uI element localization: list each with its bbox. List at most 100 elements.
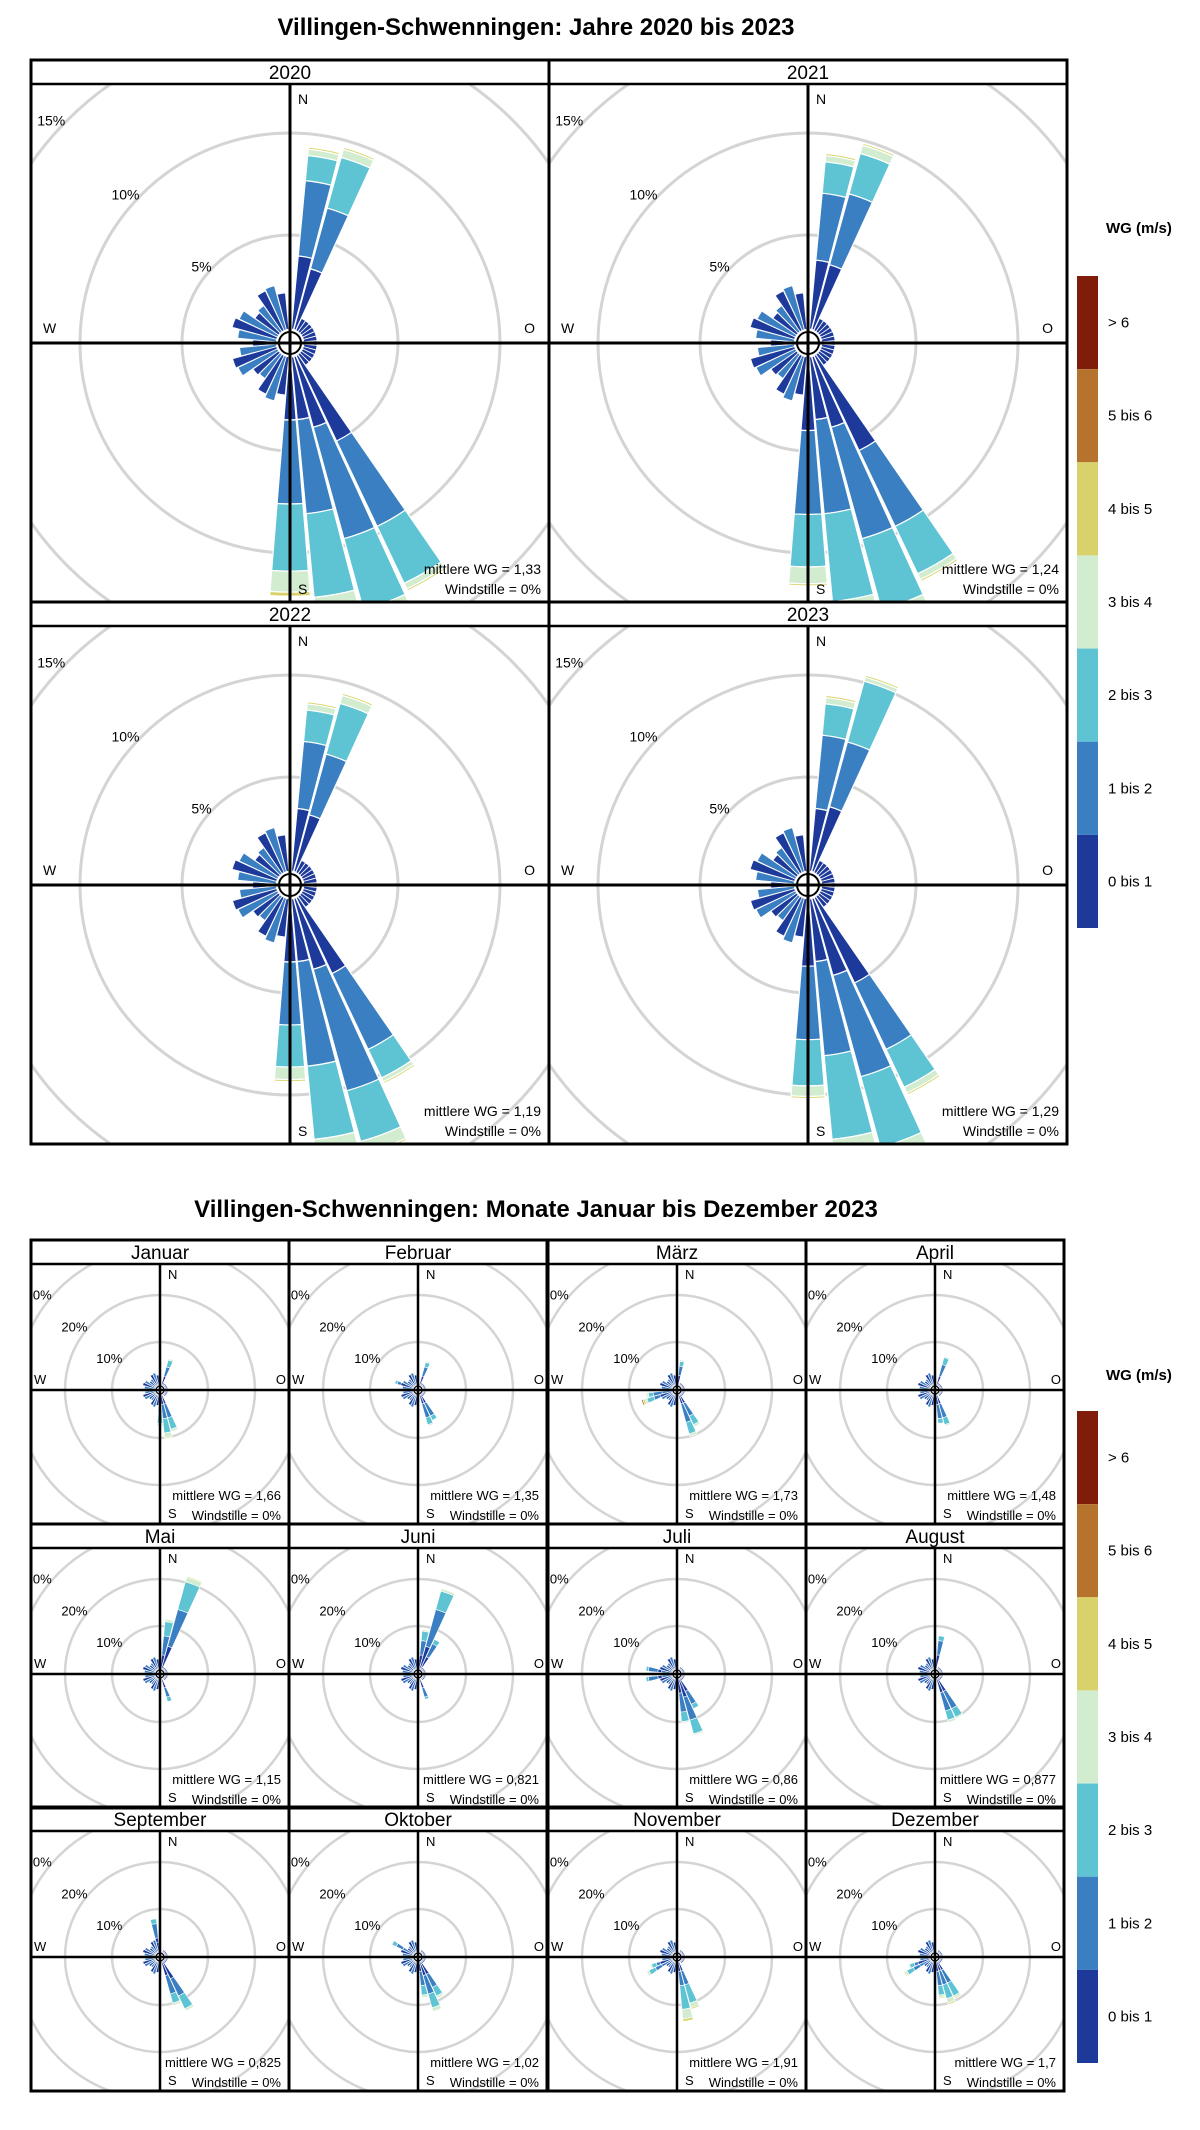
ring-label: 30% (543, 1287, 569, 1302)
petal-segment (254, 312, 281, 336)
petal-segment (817, 350, 831, 363)
petal-segment (400, 1382, 414, 1390)
panel-frame (804, 1805, 1066, 2093)
petal-segment (782, 827, 805, 873)
petal-segment (919, 1947, 932, 1956)
dir-label-o: O (793, 1939, 803, 1954)
dir-label-s: S (426, 2073, 435, 2088)
petal-segment (954, 1994, 962, 2000)
petal-segment (693, 1421, 701, 1428)
petal-segment (819, 348, 833, 359)
petal-segment (755, 871, 795, 885)
petal-segment (887, 1155, 934, 1175)
dir-label-w: W (809, 1939, 822, 1954)
panel-label: April (916, 1243, 954, 1264)
petal-segment (821, 877, 836, 885)
petal-segment (264, 827, 287, 873)
dir-label-w: W (34, 1656, 47, 1671)
petal-segment (257, 847, 283, 876)
ring-label: 15% (555, 112, 583, 128)
petal-segment (149, 1918, 158, 1925)
calm-text: Windstille = 0% (709, 1508, 799, 1523)
petal-segment (749, 317, 796, 340)
petal-segment (400, 1390, 414, 1398)
petal-segment (299, 350, 313, 363)
petal-segment (421, 1993, 429, 1998)
ring-label: 10% (96, 1918, 122, 1933)
legend-label: 3 bis 4 (1108, 594, 1152, 611)
panel-label: Mai (145, 1527, 176, 1548)
ring-label: 20% (836, 1886, 862, 1901)
petal-segment (394, 1379, 399, 1385)
petal-segment (757, 343, 795, 357)
petal-segment (937, 1635, 946, 1642)
petal-segment (679, 1677, 684, 1682)
petal-segment (649, 1963, 654, 1970)
petal-segment (297, 352, 310, 366)
ring-label: 10% (613, 1351, 639, 1366)
petal-segment (903, 1971, 908, 1978)
petal-segment (679, 1359, 685, 1363)
petal-segment (432, 1638, 441, 1647)
dir-label-w: W (551, 1939, 564, 1954)
ring-label: 15% (555, 654, 583, 670)
ring-label: 30% (543, 1571, 569, 1586)
petal-segment (678, 1365, 684, 1377)
petal-segment (232, 888, 278, 911)
ring-label: 10% (871, 1351, 897, 1366)
petal-segment (400, 1674, 414, 1682)
petal-segment (907, 1963, 912, 1970)
petal-segment (919, 557, 959, 583)
panel-label: September (114, 1810, 208, 1831)
mean-speed-text: mittlere WG = 1,29 (942, 1103, 1059, 1119)
ring-label: 10% (354, 1635, 380, 1650)
petal-segment (819, 869, 833, 880)
legend-swatch (1077, 1504, 1098, 1598)
ring-label: 5% (709, 259, 729, 275)
petal-segment (666, 1960, 676, 1973)
petal-segment (162, 1393, 167, 1398)
petal-segment (669, 1372, 677, 1386)
dir-label-s: S (943, 1790, 952, 1805)
legend-swatch (1077, 1969, 1098, 2063)
dir-label-s: S (426, 1790, 435, 1805)
petal-segment (815, 894, 828, 908)
chart-title-yearly: Villingen-Schwenningen: Jahre 2020 bis 2… (277, 14, 795, 41)
petal-segment (938, 1996, 946, 1999)
legend-label: > 6 (1108, 1450, 1129, 1467)
petal-segment (420, 1960, 425, 1965)
dir-label-n: N (426, 1551, 435, 1566)
legend-label: 1 bis 2 (1108, 1915, 1152, 1932)
petal-segment (937, 1677, 942, 1682)
petal-segment (313, 589, 359, 602)
petal-segment (927, 1394, 935, 1408)
legend-label: 0 bis 1 (1108, 2008, 1152, 2025)
petal-segment (669, 1394, 677, 1408)
legend-swatch (1077, 1597, 1098, 1691)
petal-segment (944, 1422, 951, 1427)
petal-segment (782, 897, 805, 943)
ring-label: 30% (284, 1287, 310, 1302)
legend-label: 0 bis 1 (1108, 873, 1152, 890)
panel-label: Juni (401, 1527, 436, 1548)
petal-segment (917, 1674, 931, 1682)
petal-segment (661, 1380, 674, 1389)
mean-speed-text: mittlere WG = 1,35 (430, 1488, 539, 1503)
legend-swatch (1077, 834, 1098, 928)
petal-segment (402, 1664, 415, 1673)
petal-segment (257, 305, 283, 334)
petal-segment (421, 1686, 429, 1698)
dir-label-n: N (685, 1834, 694, 1849)
ring-label: 20% (319, 1603, 345, 1618)
petal-segment (669, 1939, 677, 1953)
petal-segment (794, 356, 808, 396)
dir-label-n: N (943, 1267, 952, 1282)
panel-label: 2023 (787, 605, 829, 626)
petal-segment (927, 1372, 935, 1386)
mean-speed-text: mittlere WG = 0,821 (423, 1772, 539, 1787)
petal-segment (440, 1588, 456, 1597)
